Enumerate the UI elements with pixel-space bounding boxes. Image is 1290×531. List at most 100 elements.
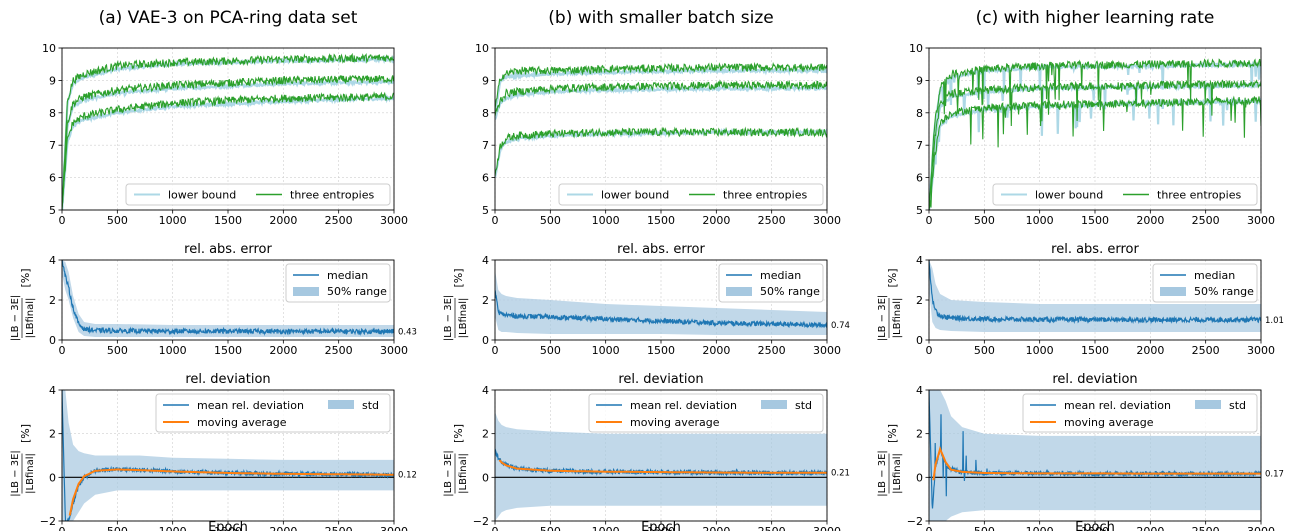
y-axis-label: |LB − 3E| |LBfinal| [%] [10, 424, 36, 497]
x-tick-label: 3000 [1247, 214, 1275, 227]
y-label-numerator: |LB − 3E| [10, 450, 21, 497]
y-tick-label: 0 [49, 334, 56, 347]
x-tick-label: 0 [926, 525, 933, 531]
legend-entry: mean rel. deviation [1064, 399, 1171, 412]
x-tick-label: 500 [974, 344, 995, 357]
legend-swatch [328, 400, 354, 409]
series-line-median [495, 290, 827, 329]
x-tick-label: 1000 [592, 214, 620, 227]
x-tick-label: 0 [492, 344, 499, 357]
legend: mean rel. deviation moving average std [155, 393, 391, 433]
legend-entry: median [1194, 269, 1235, 282]
x-tick-label: 1000 [159, 525, 187, 531]
legend-entry: mean rel. deviation [197, 399, 304, 412]
legend: lower bound three entropies [125, 183, 391, 206]
x-tick-label: 2500 [1192, 344, 1220, 357]
y-label-denominator: |LBfinal| [458, 298, 469, 339]
x-axis-label: Epoch [1075, 520, 1115, 531]
x-tick-label: 3000 [813, 214, 841, 227]
x-tick-label: 2000 [269, 344, 297, 357]
series-line-lower-bound-2 [62, 77, 394, 210]
x-tick-label: 1000 [1026, 214, 1054, 227]
y-tick-label: 10 [42, 42, 56, 55]
y-tick-label: −2 [907, 515, 923, 528]
plot-area-a-mid [62, 260, 394, 337]
x-tick-label: 1500 [647, 525, 675, 531]
end-value-label: 0.17 [1265, 470, 1284, 480]
x-tick-label: 0 [59, 214, 66, 227]
y-tick-label: −2 [40, 515, 56, 528]
series-line-lower-bound-1 [62, 54, 394, 210]
panel-c-mid: 0 500 1000 1500 2000 2500 3000 0 2 4 rel. abs. err… [877, 242, 1284, 357]
series-line-median [929, 260, 1261, 325]
series-line-moving-average [68, 468, 394, 516]
legend-swatch [726, 287, 752, 296]
plot-area-b-mid [495, 270, 827, 335]
y-tick-label: 8 [482, 107, 489, 120]
y-tick-label: 0 [482, 471, 489, 484]
series-line-median [62, 260, 394, 336]
panel-c-top: 0 500 1000 1500 2000 2500 3000 5 6 7 8 9 10 lower bou… [909, 42, 1275, 227]
y-tick-label: 4 [49, 254, 56, 267]
y-tick-label: 7 [49, 139, 56, 152]
panel-b-mid: 0 500 1000 1500 2000 2500 3000 0 2 4 rel. abs. err… [443, 242, 850, 357]
band-50-range [62, 260, 394, 337]
y-tick-label: 5 [916, 204, 923, 217]
panel-a-mid: 0 500 1000 1500 2000 2500 3000 0 2 4 rel. abs. err… [10, 242, 417, 357]
y-tick-label: 10 [909, 42, 923, 55]
x-tick-label: 1500 [647, 344, 675, 357]
legend-entry: three entropies [290, 189, 374, 202]
end-value-label: 1.01 [1265, 316, 1284, 326]
band-std [495, 411, 827, 521]
legend-entry: std [795, 399, 812, 412]
y-label-numerator: |LB − 3E| [10, 295, 21, 342]
plot-area-c-mid [929, 260, 1261, 332]
y-tick-label: 7 [482, 139, 489, 152]
plot-area-a-bot [62, 390, 394, 521]
series-line-moving-average [498, 459, 827, 474]
x-tick-label: 500 [107, 525, 128, 531]
x-tick-label: 0 [59, 344, 66, 357]
y-tick-label: 8 [49, 107, 56, 120]
legend-entry: 50% range [327, 285, 387, 298]
x-tick-label: 2000 [1136, 214, 1164, 227]
x-tick-label: 2500 [1192, 214, 1220, 227]
series-line-three-entropies-1 [62, 52, 394, 210]
y-label-unit: [%] [452, 268, 465, 287]
y-label-unit: [%] [452, 424, 465, 443]
y-tick-label: 0 [916, 334, 923, 347]
y-tick-label: 2 [49, 428, 56, 441]
x-tick-label: 3000 [380, 214, 408, 227]
x-tick-label: 2000 [1136, 344, 1164, 357]
y-tick-label: 6 [49, 172, 56, 185]
x-tick-label: 1500 [214, 214, 242, 227]
x-tick-label: 1000 [592, 344, 620, 357]
y-tick-label: −2 [473, 515, 489, 528]
legend: mean rel. deviation moving average std [588, 393, 824, 433]
y-label-denominator: |LBfinal| [25, 298, 36, 339]
band-50-range [929, 260, 1261, 332]
column-title-c: (c) with higher learning rate [975, 8, 1215, 28]
x-tick-label: 0 [59, 525, 66, 531]
legend-entry: std [1229, 399, 1246, 412]
panel-title: rel. abs. error [617, 242, 705, 257]
x-tick-label: 0 [926, 344, 933, 357]
y-tick-label: 9 [482, 74, 489, 87]
legend-entry: std [362, 399, 379, 412]
x-tick-label: 3000 [1247, 344, 1275, 357]
legend-entry: median [760, 269, 801, 282]
y-tick-label: 2 [482, 294, 489, 307]
y-label-unit: [%] [886, 268, 899, 287]
x-tick-label: 1000 [1026, 525, 1054, 531]
end-value-label: 0.12 [398, 471, 417, 481]
y-label-denominator: |LBfinal| [892, 453, 903, 494]
x-tick-label: 2000 [269, 525, 297, 531]
panel-title: rel. deviation [1052, 372, 1137, 387]
series-line-three-entropies-1 [495, 61, 827, 110]
x-tick-label: 1500 [1081, 525, 1109, 531]
y-label-denominator: |LBfinal| [25, 453, 36, 494]
